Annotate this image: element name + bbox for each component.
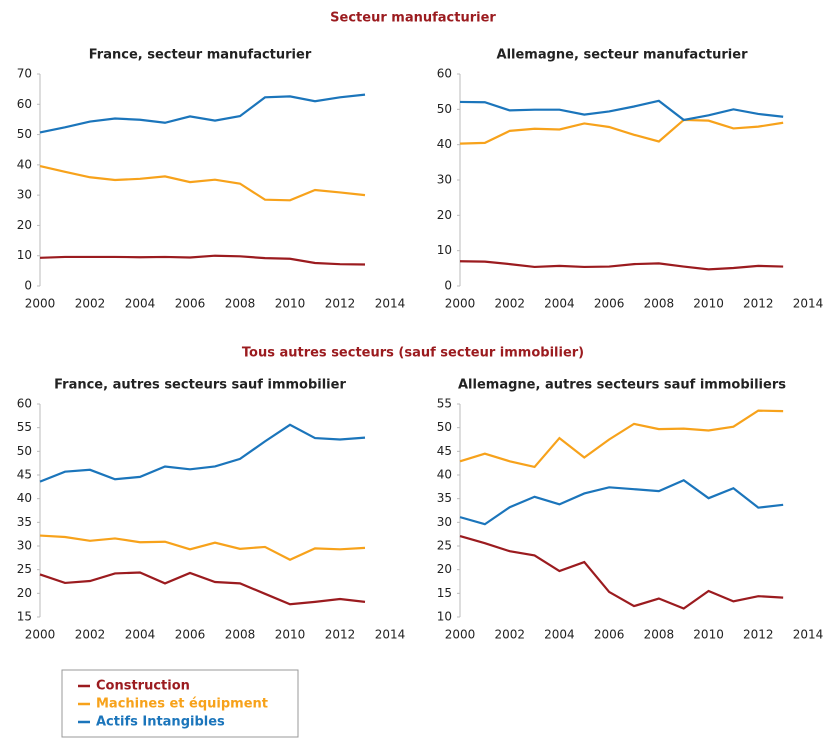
series-line xyxy=(459,260,784,271)
y-tick-label: 55 xyxy=(17,420,32,434)
panel-title: Allemagne, secteur manufacturier xyxy=(497,48,749,63)
y-tick-label: 30 xyxy=(17,188,32,202)
y-tick-label: 60 xyxy=(437,67,452,81)
x-tick-label: 2000 xyxy=(25,297,56,311)
x-tick-label: 2004 xyxy=(544,628,575,642)
y-tick-label: 40 xyxy=(17,491,32,505)
x-tick-label: 2002 xyxy=(494,297,525,311)
series-line xyxy=(459,478,784,526)
y-tick-label: 50 xyxy=(17,444,32,458)
y-tick-label: 50 xyxy=(17,127,32,141)
y-tick-label: 15 xyxy=(17,610,32,624)
y-tick-label: 70 xyxy=(17,67,32,81)
section-title: Secteur manufacturier xyxy=(330,11,496,26)
panel-title: France, secteur manufacturier xyxy=(89,48,312,63)
y-tick-label: 10 xyxy=(437,610,452,624)
y-tick-label: 20 xyxy=(437,562,452,576)
y-tick-label: 30 xyxy=(437,515,452,529)
y-tick-label: 60 xyxy=(17,397,32,411)
x-tick-label: 2006 xyxy=(175,628,206,642)
y-tick-label: 55 xyxy=(437,397,452,411)
x-tick-label: 2002 xyxy=(75,297,106,311)
x-tick-label: 2008 xyxy=(644,628,675,642)
y-tick-label: 50 xyxy=(437,102,452,116)
y-tick-label: 0 xyxy=(24,279,32,293)
y-tick-label: 50 xyxy=(437,420,452,434)
x-tick-label: 2014 xyxy=(375,297,406,311)
x-tick-label: 2012 xyxy=(743,297,774,311)
x-tick-label: 2002 xyxy=(494,628,525,642)
x-tick-label: 2010 xyxy=(693,297,724,311)
y-tick-label: 20 xyxy=(17,586,32,600)
x-tick-label: 2008 xyxy=(644,297,675,311)
series-line xyxy=(39,571,366,606)
x-tick-label: 2000 xyxy=(445,297,476,311)
legend-label: Construction xyxy=(96,679,190,694)
y-tick-label: 25 xyxy=(17,562,32,576)
y-tick-label: 20 xyxy=(17,218,32,232)
y-tick-label: 10 xyxy=(17,248,32,262)
x-tick-label: 2004 xyxy=(125,297,156,311)
x-tick-label: 2010 xyxy=(275,628,306,642)
series-line xyxy=(459,409,784,469)
panel-title: France, autres secteurs sauf immobilier xyxy=(54,378,346,393)
section-title: Tous autres secteurs (sauf secteur immob… xyxy=(242,346,584,361)
series-line xyxy=(39,534,366,561)
x-tick-label: 2008 xyxy=(225,628,256,642)
y-tick-label: 60 xyxy=(17,97,32,111)
x-tick-label: 2014 xyxy=(375,628,406,642)
y-tick-label: 30 xyxy=(437,173,452,187)
panel-title: Allemagne, autres secteurs sauf immobili… xyxy=(458,378,786,393)
x-tick-label: 2006 xyxy=(594,297,625,311)
y-tick-label: 0 xyxy=(444,279,452,293)
y-tick-label: 45 xyxy=(437,444,452,458)
y-tick-label: 25 xyxy=(437,539,452,553)
x-tick-label: 2012 xyxy=(325,628,356,642)
series-line xyxy=(39,254,366,266)
x-tick-label: 2004 xyxy=(125,628,156,642)
y-tick-label: 40 xyxy=(17,157,32,171)
x-tick-label: 2014 xyxy=(793,628,824,642)
x-tick-label: 2010 xyxy=(275,297,306,311)
y-tick-label: 35 xyxy=(17,515,32,529)
legend-label: Machines et équipment xyxy=(96,697,268,712)
x-tick-label: 2014 xyxy=(793,297,824,311)
y-tick-label: 20 xyxy=(437,208,452,222)
y-tick-label: 45 xyxy=(17,468,32,482)
x-tick-label: 2010 xyxy=(693,628,724,642)
x-tick-label: 2006 xyxy=(594,628,625,642)
x-tick-label: 2008 xyxy=(225,297,256,311)
y-tick-label: 10 xyxy=(437,243,452,257)
y-tick-label: 15 xyxy=(437,586,452,600)
series-line xyxy=(39,423,366,483)
legend-box xyxy=(61,669,299,738)
series-line xyxy=(459,535,784,610)
x-tick-label: 2000 xyxy=(445,628,476,642)
x-tick-label: 2012 xyxy=(743,628,774,642)
legend-label: Actifs Intangibles xyxy=(96,715,225,730)
y-tick-label: 40 xyxy=(437,137,452,151)
series-line xyxy=(39,164,366,202)
y-tick-label: 30 xyxy=(17,539,32,553)
x-tick-label: 2000 xyxy=(25,628,56,642)
series-line xyxy=(459,99,784,122)
series-line xyxy=(459,118,784,145)
y-tick-label: 35 xyxy=(437,491,452,505)
series-line xyxy=(39,93,366,134)
x-tick-label: 2012 xyxy=(325,297,356,311)
x-tick-label: 2006 xyxy=(175,297,206,311)
x-tick-label: 2002 xyxy=(75,628,106,642)
x-tick-label: 2004 xyxy=(544,297,575,311)
y-tick-label: 40 xyxy=(437,468,452,482)
